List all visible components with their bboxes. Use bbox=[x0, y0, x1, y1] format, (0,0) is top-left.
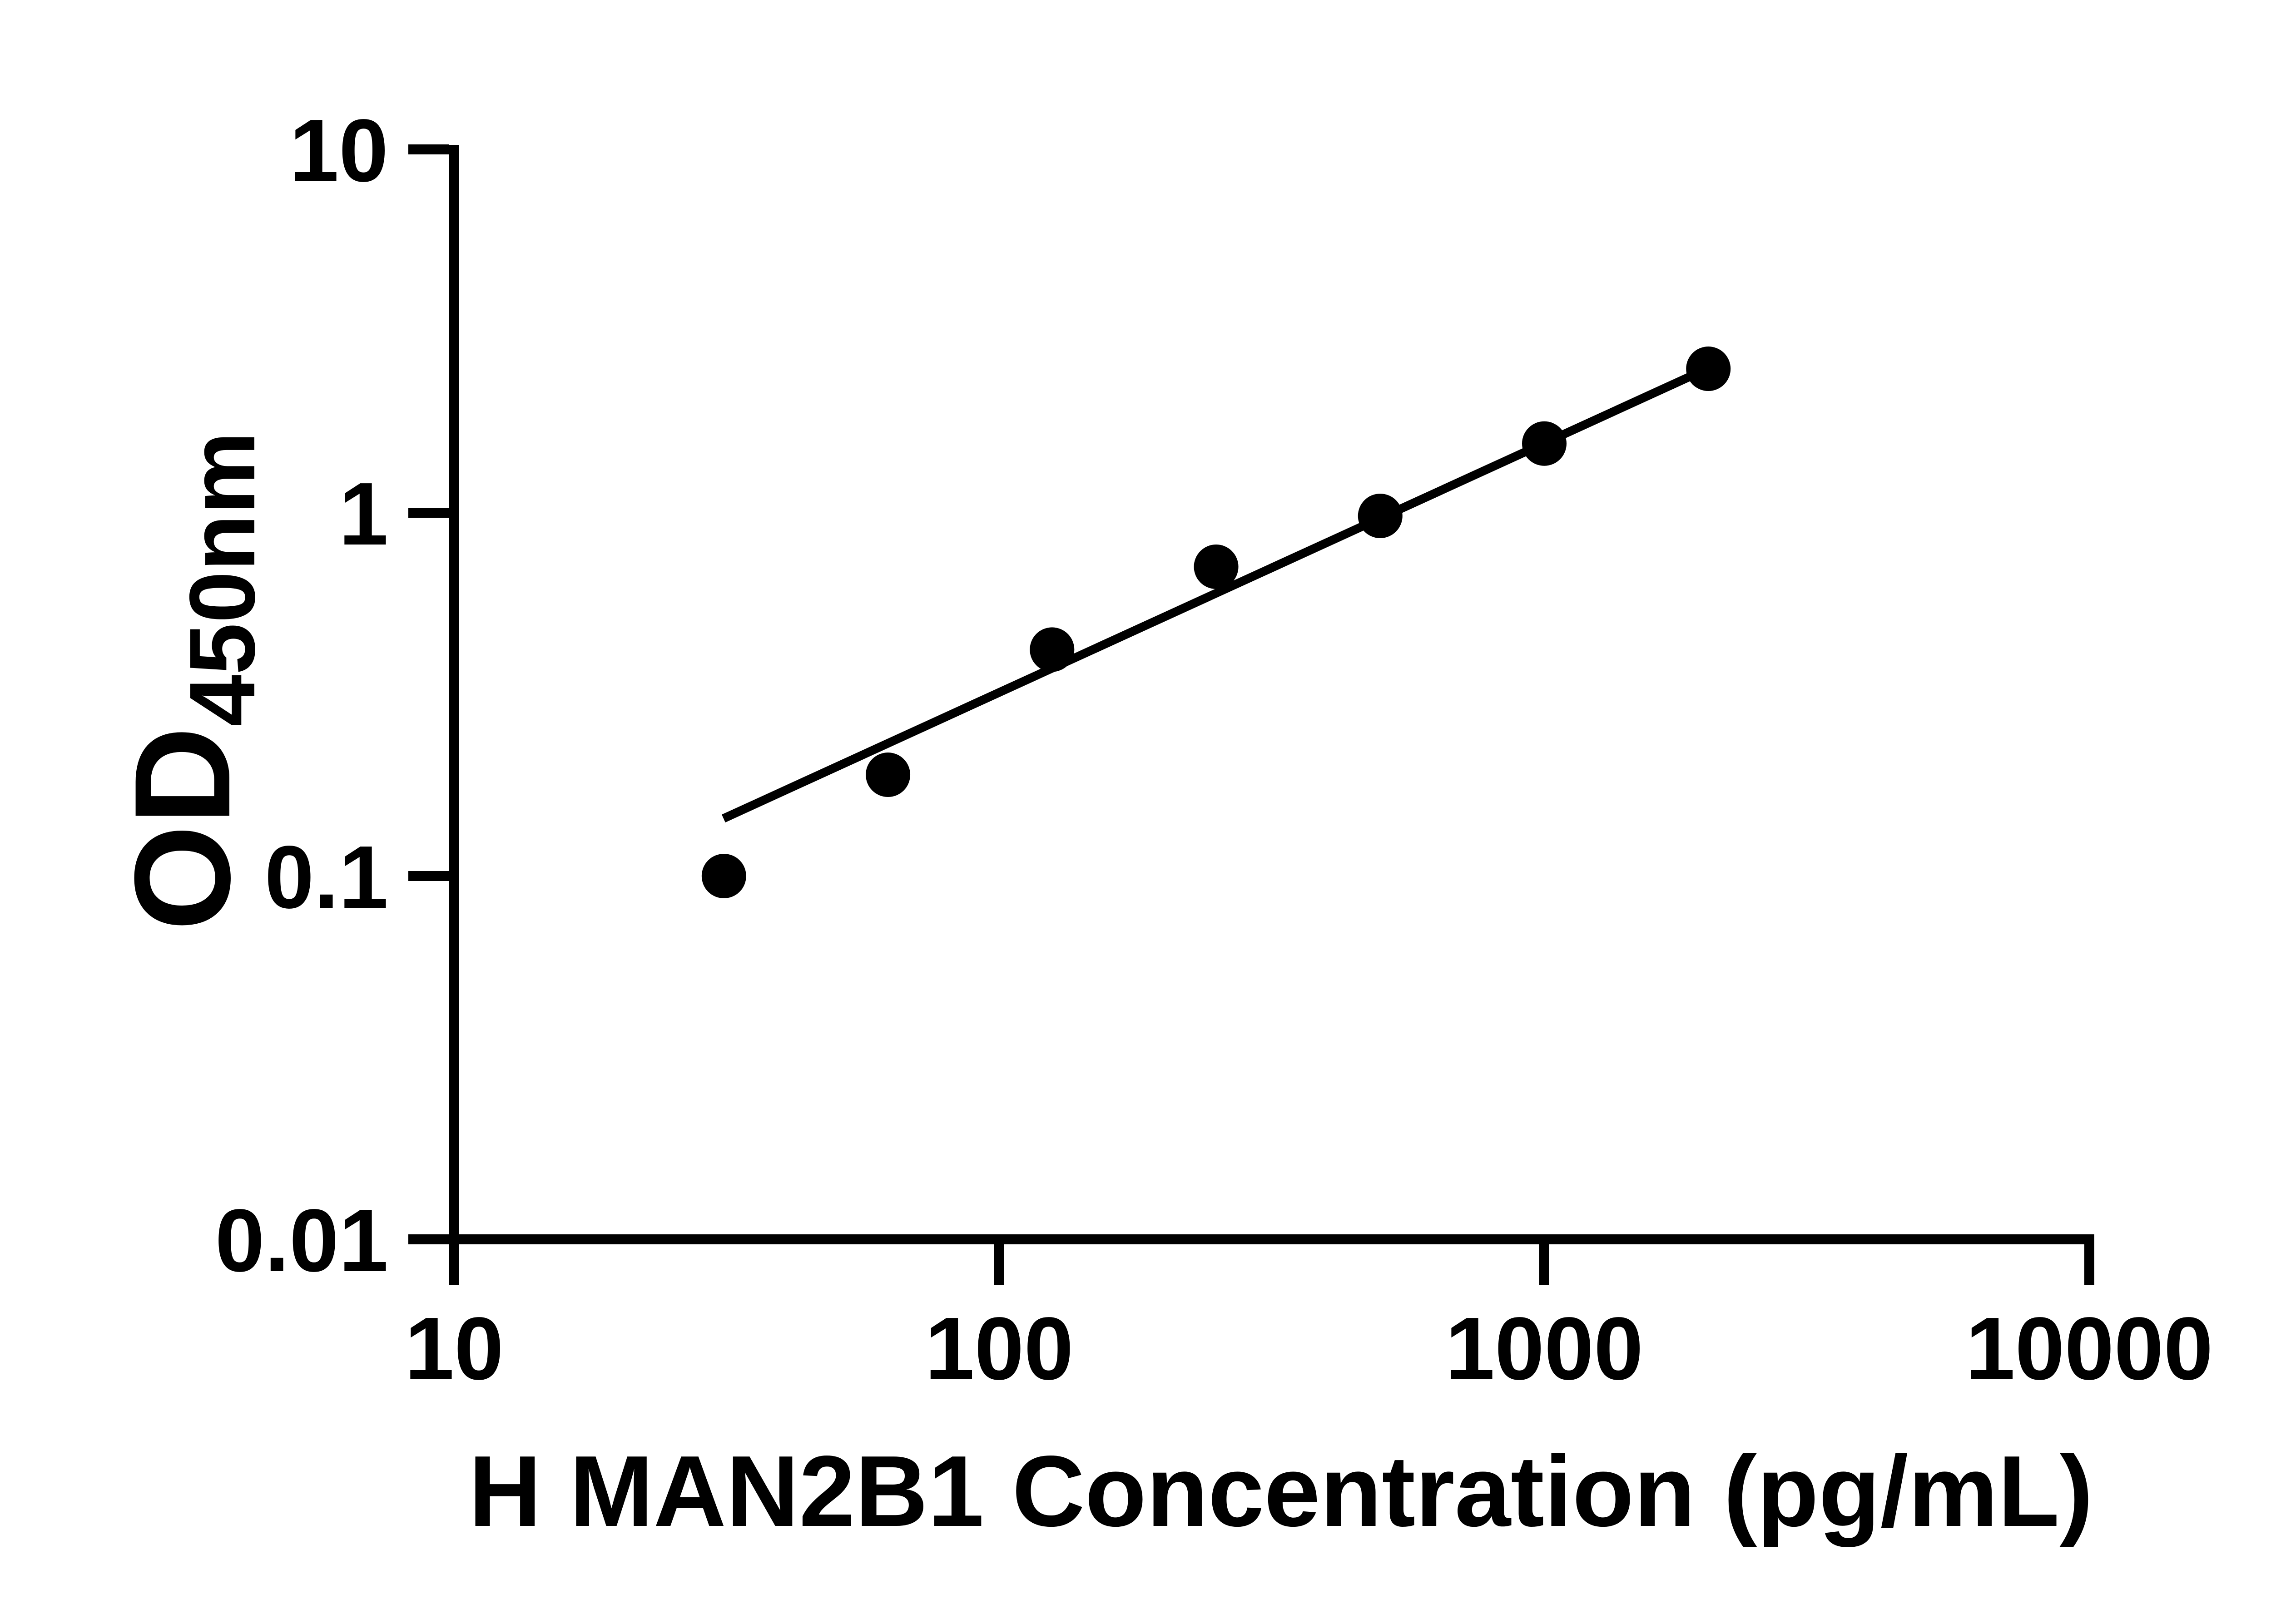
y-axis-title-main: OD bbox=[106, 727, 258, 931]
y-tick-label: 1 bbox=[339, 464, 388, 564]
x-axis-line bbox=[408, 1234, 2094, 1244]
data-point bbox=[1522, 421, 1567, 466]
x-tick bbox=[1539, 1244, 1549, 1285]
y-tick bbox=[408, 871, 449, 881]
y-tick-label: 10 bbox=[289, 101, 388, 200]
x-tick-label: 100 bbox=[925, 1299, 1073, 1398]
axis-ticks bbox=[408, 144, 2094, 1285]
y-axis-title: OD450nm bbox=[106, 431, 274, 931]
y-tick bbox=[408, 508, 449, 518]
data-point bbox=[1030, 627, 1075, 672]
y-tick-labels: 10 1 0.1 0.01 bbox=[215, 101, 388, 1290]
x-tick bbox=[449, 1244, 459, 1285]
data-point bbox=[1686, 347, 1731, 391]
data-point bbox=[866, 752, 911, 797]
x-tick-label: 10000 bbox=[1965, 1299, 2213, 1398]
data-point bbox=[1194, 544, 1239, 589]
data-point bbox=[701, 854, 746, 898]
data-point bbox=[1358, 494, 1403, 539]
y-axis-line bbox=[449, 145, 459, 1285]
x-axis-title: H MAN2B1 Concentration (pg/mL) bbox=[469, 1435, 2093, 1548]
axes bbox=[408, 145, 2094, 1285]
x-tick bbox=[994, 1244, 1004, 1285]
y-tick bbox=[408, 1234, 449, 1244]
y-tick-label: 0.01 bbox=[215, 1191, 388, 1290]
y-tick bbox=[408, 144, 449, 154]
y-axis-title-subscript: 450nm bbox=[170, 431, 274, 727]
y-tick-label: 0.1 bbox=[265, 827, 388, 927]
x-tick-label: 1000 bbox=[1445, 1299, 1643, 1398]
x-tick-label: 10 bbox=[405, 1299, 504, 1398]
data-points bbox=[701, 347, 1731, 898]
x-tick bbox=[2084, 1244, 2094, 1285]
x-tick-labels: 10 100 1000 10000 bbox=[405, 1299, 2213, 1398]
